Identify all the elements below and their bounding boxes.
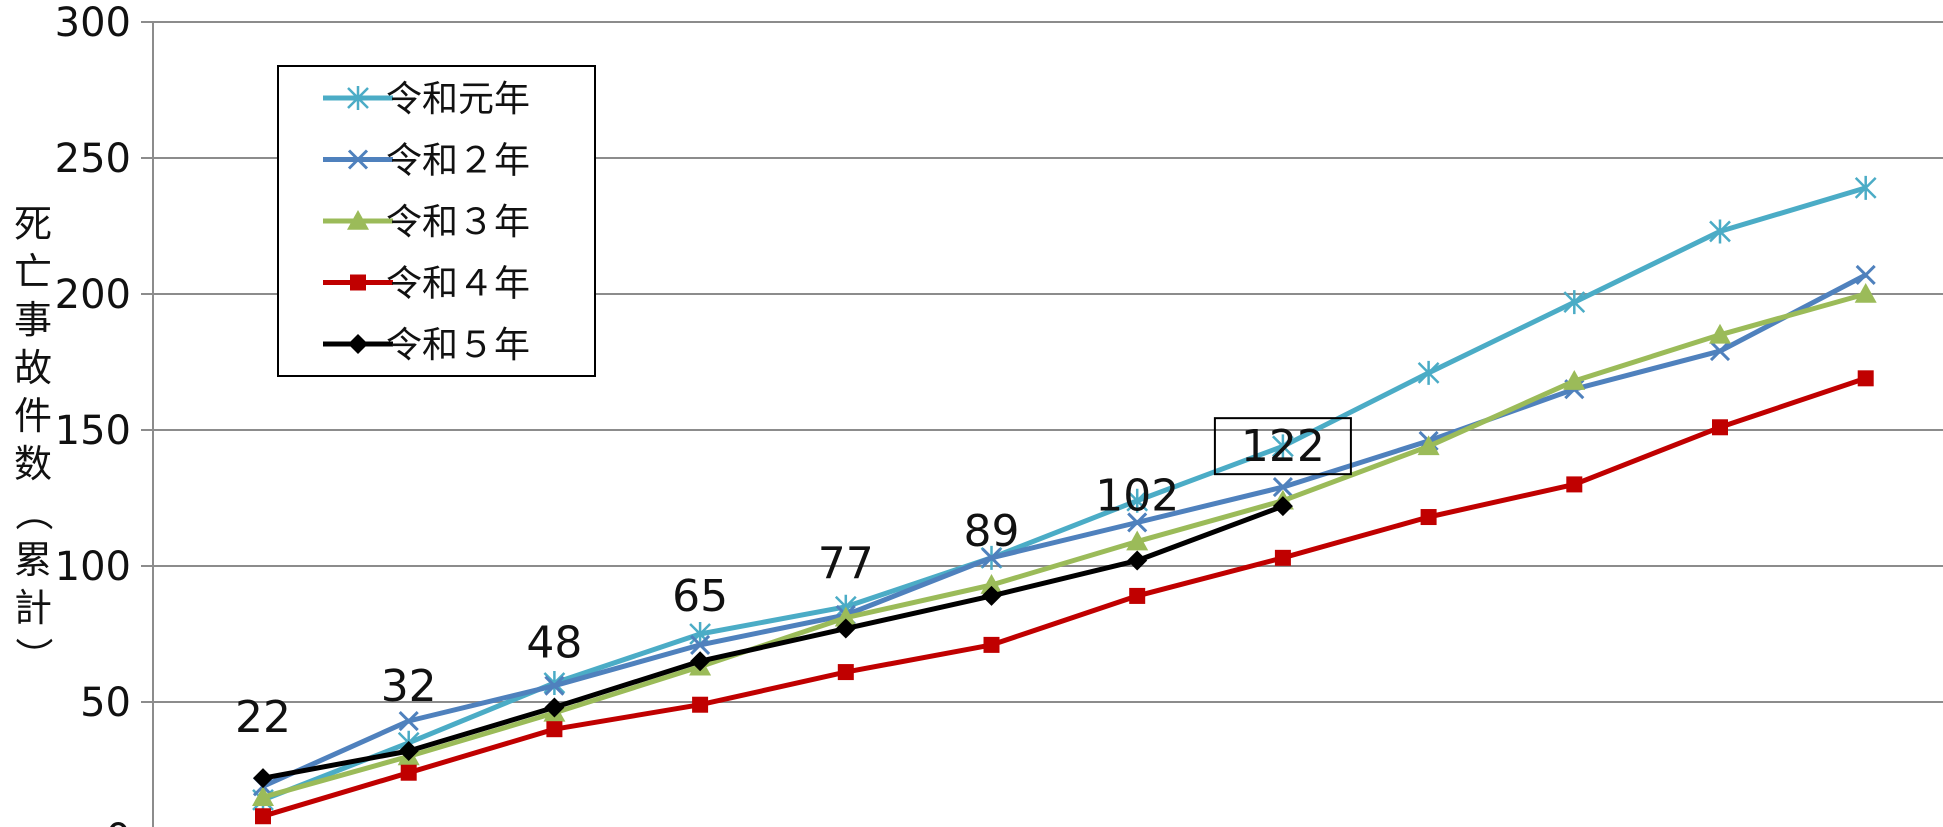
data-point-diamond bbox=[835, 618, 856, 639]
legend-item: 令和２年 bbox=[323, 141, 530, 182]
legend-item: 令和４年 bbox=[323, 264, 530, 305]
data-point-x bbox=[690, 634, 711, 655]
data-label: 122 bbox=[1241, 421, 1325, 472]
data-point-diamond bbox=[544, 697, 565, 718]
data-point-triangle bbox=[1417, 435, 1440, 456]
data-point-square bbox=[1420, 509, 1437, 526]
data-point-asterisk bbox=[1854, 175, 1877, 200]
data-point-x bbox=[981, 547, 1002, 568]
data-point-square bbox=[983, 636, 1000, 653]
y-tick-label: 200 bbox=[55, 272, 131, 318]
y-axis-title-char: 事 bbox=[13, 298, 52, 342]
legend-label: 令和２年 bbox=[386, 141, 530, 182]
data-label: 65 bbox=[672, 571, 728, 622]
data-point-asterisk bbox=[689, 622, 711, 646]
data-point-square bbox=[400, 764, 417, 781]
data-point-diamond bbox=[690, 651, 711, 672]
data-point-square bbox=[255, 808, 271, 825]
data-point-x bbox=[347, 149, 369, 170]
data-label: 102 bbox=[1095, 471, 1179, 522]
series-line-4 bbox=[262, 375, 1867, 819]
data-point-square bbox=[546, 721, 563, 738]
legend-item: 令和５年 bbox=[323, 325, 530, 366]
data-point-triangle bbox=[1709, 323, 1731, 344]
y-tick-label: 50 bbox=[80, 680, 131, 726]
y-axis: 0 50 100 150 200 250 300 bbox=[55, 0, 154, 827]
data-point-triangle bbox=[1126, 530, 1149, 551]
data-point-asterisk bbox=[1272, 434, 1294, 459]
data-point-triangle bbox=[252, 786, 274, 806]
data-point-asterisk bbox=[1709, 219, 1731, 244]
data-point-x bbox=[544, 675, 565, 696]
y-axis-title-char: 計 bbox=[13, 586, 52, 630]
series-line-3 bbox=[262, 291, 1867, 800]
data-label-box bbox=[1213, 417, 1352, 476]
data-point-square bbox=[1712, 419, 1728, 436]
data-point-triangle bbox=[347, 210, 369, 230]
data-point-triangle bbox=[834, 606, 857, 627]
data-label: 48 bbox=[526, 617, 582, 668]
data-point-x bbox=[1709, 341, 1731, 362]
series-lines bbox=[252, 175, 1877, 825]
data-labels: 22 32 48 65 77 89 102 122 bbox=[235, 417, 1352, 743]
data-point-x bbox=[1127, 512, 1148, 533]
data-point-diamond bbox=[1127, 550, 1148, 571]
y-tick-label: 0 bbox=[106, 816, 131, 827]
y-axis-title-char: （ bbox=[11, 492, 55, 531]
y-axis-title: 死亡事故件数 （ 累計 ） bbox=[8, 200, 58, 680]
y-tick-label: 300 bbox=[55, 0, 131, 46]
legend-item: 令和元年 bbox=[323, 79, 530, 120]
y-axis-title-char: 亡 bbox=[13, 250, 52, 294]
data-point-x bbox=[1272, 477, 1293, 498]
data-point-asterisk bbox=[1563, 290, 1586, 315]
legend-label: 令和５年 bbox=[386, 325, 530, 366]
data-point-asterisk bbox=[1126, 488, 1149, 513]
data-point-diamond bbox=[348, 334, 368, 354]
y-tick-label: 100 bbox=[55, 544, 131, 590]
y-axis-title-char: 数 bbox=[13, 442, 52, 486]
data-point-square bbox=[837, 664, 854, 681]
data-point-diamond bbox=[253, 768, 273, 789]
legend-label: 令和元年 bbox=[386, 79, 530, 120]
data-point-square bbox=[1857, 370, 1874, 387]
data-point-asterisk bbox=[1417, 360, 1440, 385]
data-point-triangle bbox=[1854, 283, 1877, 303]
data-point-x bbox=[1855, 264, 1876, 286]
data-point-square bbox=[1566, 476, 1583, 493]
data-label: 32 bbox=[381, 661, 437, 712]
data-point-diamond bbox=[1272, 496, 1293, 517]
data-point-x bbox=[398, 710, 419, 732]
data-label: 77 bbox=[818, 539, 874, 590]
y-axis-title-char: 故 bbox=[13, 346, 52, 390]
data-label: 22 bbox=[235, 692, 291, 743]
series-line-2 bbox=[261, 272, 1867, 789]
legend-label: 令和３年 bbox=[386, 202, 530, 243]
y-axis-title-char: 累 bbox=[13, 538, 52, 582]
data-point-square bbox=[692, 696, 709, 713]
data-label: 89 bbox=[964, 506, 1020, 557]
data-point-diamond bbox=[398, 740, 419, 761]
data-point-square bbox=[1129, 587, 1146, 604]
y-tick-label: 250 bbox=[55, 136, 131, 182]
legend-item: 令和３年 bbox=[323, 202, 530, 243]
y-axis-title-char: 死 bbox=[13, 202, 52, 246]
data-point-square bbox=[350, 274, 366, 291]
data-point-asterisk bbox=[347, 86, 369, 110]
data-point-square bbox=[1274, 549, 1291, 566]
data-point-triangle bbox=[1563, 370, 1586, 390]
y-axis-title-char: 件 bbox=[13, 394, 52, 438]
legend-label: 令和４年 bbox=[386, 264, 530, 305]
data-point-triangle bbox=[980, 574, 1003, 594]
series-line-5 bbox=[262, 503, 1284, 781]
data-point-diamond bbox=[981, 585, 1002, 606]
y-tick-label: 150 bbox=[55, 408, 131, 454]
y-axis-title-char: ） bbox=[11, 636, 55, 675]
